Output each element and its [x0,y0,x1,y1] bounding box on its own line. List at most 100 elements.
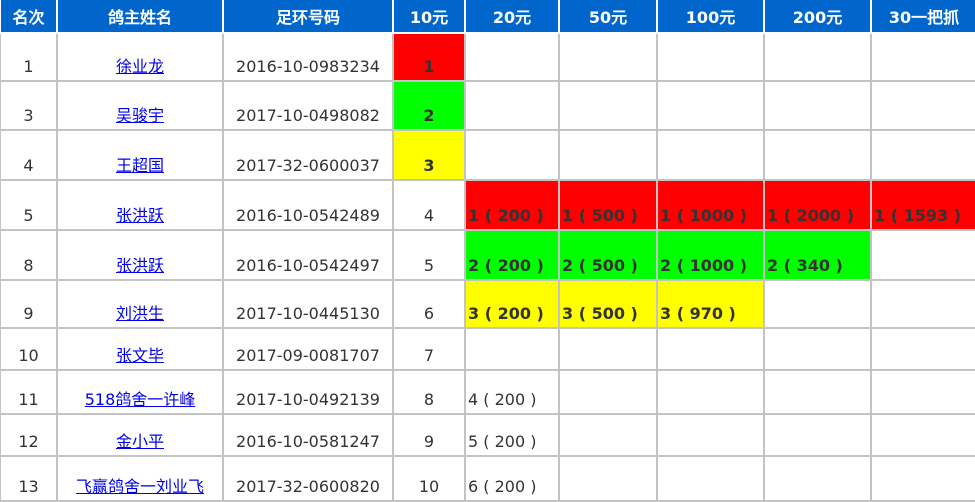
table-row: 12 金小平 2016-10-0581247 9 5 ( 200 ) [0,413,975,457]
header-200: 200元 [763,0,872,34]
prize-cell [870,327,975,371]
prize-cell [656,32,765,82]
owner-cell: 金小平 [56,413,224,457]
owner-link[interactable]: 518鸽舍一许峰 [84,390,196,409]
owner-link[interactable]: 张文毕 [115,346,164,365]
prize-cell [656,413,765,457]
prize-cell [870,455,975,502]
prize-cell [656,80,765,131]
ring-cell: 2016-10-0542497 [222,229,394,281]
prize-cell [656,369,765,415]
prize-cell: 1 ( 500 ) [558,179,658,231]
owner-cell: 刘洪生 [56,279,224,329]
prize-cell: 2 [392,80,466,131]
rank-cell: 10 [0,327,58,371]
prize-cell: 1 ( 2000 ) [763,179,872,231]
prize-cell [870,279,975,329]
table-row: 13 飞赢鸽舍一刘业飞 2017-32-0600820 10 6 ( 200 ) [0,455,975,502]
ring-cell: 2017-09-0081707 [222,327,394,371]
prize-cell: 3 ( 970 ) [656,279,765,329]
prize-cell [656,327,765,371]
prize-cell [558,129,658,181]
prize-cell: 10 [392,455,466,502]
owner-link[interactable]: 王超国 [115,156,164,175]
prize-cell [763,369,872,415]
ring-cell: 2017-10-0445130 [222,279,394,329]
owner-link[interactable]: 张洪跃 [115,206,164,225]
header-20: 20元 [464,0,560,34]
owner-link[interactable]: 金小平 [115,432,164,451]
rank-cell: 8 [0,229,58,281]
rank-cell: 1 [0,32,58,82]
prize-cell [558,413,658,457]
prize-cell: 1 ( 200 ) [464,179,560,231]
prize-cell [763,279,872,329]
owner-link[interactable]: 吴骏宇 [115,106,164,125]
owner-link[interactable]: 刘洪生 [115,304,164,323]
prize-cell: 9 [392,413,466,457]
owner-cell: 飞赢鸽舍一刘业飞 [56,455,224,502]
prize-cell [464,327,560,371]
header-owner: 鸽主姓名 [56,0,224,34]
rank-cell: 3 [0,80,58,131]
prize-cell: 1 ( 1000 ) [656,179,765,231]
prize-cell [558,32,658,82]
ring-cell: 2017-10-0498082 [222,80,394,131]
prize-cell: 2 ( 340 ) [763,229,872,281]
prize-cell [870,413,975,457]
prize-cell: 6 [392,279,466,329]
ring-cell: 2016-10-0542489 [222,179,394,231]
ring-cell: 2016-10-0983234 [222,32,394,82]
owner-cell: 吴骏宇 [56,80,224,131]
prize-cell [870,369,975,415]
prize-cell [870,32,975,82]
prize-cell [763,413,872,457]
rank-cell: 13 [0,455,58,502]
prize-cell [558,80,658,131]
owner-cell: 张洪跃 [56,229,224,281]
owner-link[interactable]: 飞赢鸽舍一刘业飞 [75,477,204,496]
rank-cell: 12 [0,413,58,457]
prize-cell [558,369,658,415]
prize-cell [870,229,975,281]
header-ring: 足环号码 [222,0,394,34]
prize-cell: 2 ( 200 ) [464,229,560,281]
prize-cell [464,129,560,181]
header-10: 10元 [392,0,466,34]
ring-cell: 2017-32-0600820 [222,455,394,502]
rank-cell: 5 [0,179,58,231]
prize-cell: 8 [392,369,466,415]
prize-cell: 3 [392,129,466,181]
prize-cell: 1 [392,32,466,82]
table-row: 11 518鸽舍一许峰 2017-10-0492139 8 4 ( 200 ) [0,369,975,415]
owner-cell: 张洪跃 [56,179,224,231]
prize-cell: 1 ( 1593 ) [870,179,975,231]
prize-cell [558,455,658,502]
prize-cell: 2 ( 500 ) [558,229,658,281]
prize-cell [763,129,872,181]
table-row: 3 吴骏宇 2017-10-0498082 2 [0,80,975,131]
prize-cell: 5 ( 200 ) [464,413,560,457]
prize-cell: 7 [392,327,466,371]
prize-cell [763,80,872,131]
prize-cell: 4 [392,179,466,231]
rank-cell: 4 [0,129,58,181]
table-row: 1 徐业龙 2016-10-0983234 1 [0,32,975,82]
prize-cell [870,80,975,131]
prize-cell [870,129,975,181]
header-50: 50元 [558,0,658,34]
table-row: 9 刘洪生 2017-10-0445130 6 3 ( 200 ) 3 ( 500 ) 3 … [0,279,975,329]
table-row: 4 王超国 2017-32-0600037 3 [0,129,975,181]
owner-link[interactable]: 张洪跃 [115,256,164,275]
rank-cell: 11 [0,369,58,415]
prize-cell: 2 ( 1000 ) [656,229,765,281]
prize-cell [763,32,872,82]
prize-cell: 6 ( 200 ) [464,455,560,502]
prize-cell: 3 ( 500 ) [558,279,658,329]
prize-cell [656,129,765,181]
header-row: 名次 鸽主姓名 足环号码 10元 20元 50元 100元 200元 30一把抓 [0,0,975,34]
owner-link[interactable]: 徐业龙 [115,57,164,76]
prize-cell [656,455,765,502]
ring-cell: 2017-10-0492139 [222,369,394,415]
